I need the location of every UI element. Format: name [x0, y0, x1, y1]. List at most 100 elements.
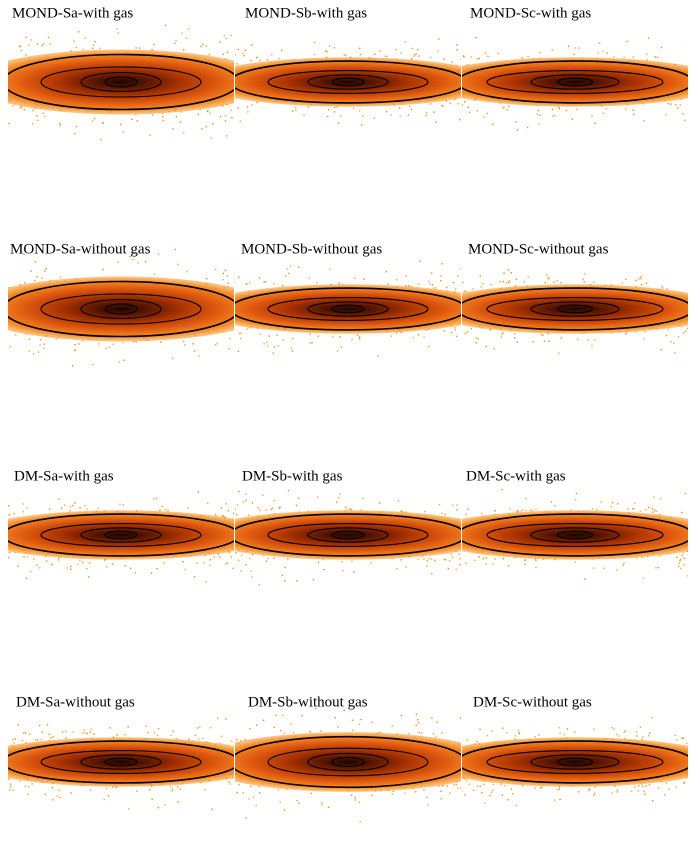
- star-dot: [349, 56, 352, 58]
- star-dot: [328, 45, 331, 47]
- star-dot: [674, 734, 677, 737]
- star-dot: [329, 268, 331, 270]
- star-dot: [694, 315, 695, 316]
- star-dot: [485, 563, 487, 565]
- star-dot: [522, 785, 524, 787]
- star-dot: [693, 505, 694, 506]
- star-dot: [524, 563, 526, 565]
- star-dot: [48, 508, 51, 510]
- star-dot: [71, 504, 74, 507]
- galaxy: [235, 490, 463, 586]
- star-dot: [574, 499, 577, 501]
- star-dot: [643, 338, 645, 340]
- star-dot: [203, 562, 205, 564]
- star-dot: [66, 567, 68, 569]
- star-dot: [316, 282, 318, 284]
- star-dot: [673, 342, 675, 344]
- star-dot: [29, 733, 31, 735]
- star-dot: [245, 817, 247, 819]
- star-dot: [122, 341, 124, 344]
- star-dot: [414, 54, 416, 56]
- star-dot: [384, 55, 387, 57]
- star-dot: [558, 106, 560, 109]
- star-dot: [457, 571, 458, 572]
- star-dot: [39, 567, 41, 569]
- star-dot: [86, 568, 88, 570]
- star-dot: [39, 344, 41, 346]
- star-dot: [235, 114, 236, 115]
- star-dot: [441, 512, 443, 514]
- star-dot: [153, 732, 156, 734]
- star-dot: [271, 53, 273, 56]
- star-dot: [236, 107, 237, 108]
- star-dot: [237, 350, 240, 352]
- star-dot: [45, 267, 47, 270]
- star-dot: [550, 501, 553, 503]
- star-dot: [413, 55, 415, 57]
- star-dot: [288, 272, 290, 274]
- star-dot: [197, 738, 200, 740]
- star-dot: [17, 565, 19, 567]
- star-dot: [27, 44, 30, 46]
- star-dot: [75, 46, 77, 49]
- star-dot: [462, 510, 463, 511]
- star-dot: [309, 730, 311, 733]
- star-dot: [111, 563, 114, 565]
- star-dot: [1, 304, 2, 305]
- star-dot: [559, 732, 561, 734]
- star-dot: [492, 563, 494, 565]
- star-dot: [352, 729, 354, 732]
- star-dot: [642, 785, 644, 788]
- star-dot: [588, 788, 591, 790]
- star-dot: [622, 564, 624, 566]
- star-dot: [698, 316, 699, 317]
- star-dot: [238, 332, 241, 335]
- star-dot: [209, 564, 211, 567]
- star-dot: [43, 343, 45, 345]
- star-dot: [262, 719, 265, 721]
- star-dot: [370, 721, 373, 723]
- star-dot: [698, 291, 699, 292]
- star-dot: [466, 331, 469, 333]
- star-dot: [623, 562, 625, 564]
- star-dot: [535, 559, 537, 561]
- star-dot: [281, 49, 283, 51]
- star-dot: [440, 790, 442, 792]
- star-dot: [640, 276, 642, 278]
- star-dot: [236, 504, 239, 506]
- star-dot: [5, 728, 6, 729]
- panel: [1, 248, 234, 367]
- star-dot: [156, 734, 158, 737]
- star-dot: [485, 557, 487, 559]
- star-dot: [354, 799, 356, 801]
- star-dot: [128, 808, 130, 810]
- star-dot: [641, 556, 643, 559]
- star-dot: [428, 280, 430, 283]
- star-dot: [358, 801, 361, 803]
- star-dot: [246, 283, 248, 285]
- star-dot: [457, 119, 458, 120]
- star-dot: [644, 793, 646, 795]
- star-dot: [208, 53, 210, 56]
- star-dot: [207, 109, 209, 112]
- star-dot: [235, 552, 237, 554]
- star-dot: [611, 727, 613, 729]
- star-dot: [241, 103, 242, 104]
- star-dot: [454, 329, 456, 331]
- star-dot: [245, 564, 247, 566]
- star-dot: [235, 739, 238, 741]
- star-dot: [249, 728, 251, 730]
- disk: [462, 57, 688, 107]
- star-dot: [243, 737, 244, 738]
- panel-label: MOND-Sc-with gas: [470, 5, 591, 21]
- star-dot: [19, 107, 22, 109]
- star-dot: [250, 59, 252, 62]
- star-dot: [74, 349, 76, 351]
- star-dot: [623, 56, 625, 58]
- star-dot: [426, 796, 428, 798]
- star-dot: [1, 66, 2, 67]
- star-dot: [461, 340, 462, 341]
- star-dot: [224, 120, 227, 122]
- galaxy: [457, 36, 688, 131]
- star-dot: [133, 341, 135, 343]
